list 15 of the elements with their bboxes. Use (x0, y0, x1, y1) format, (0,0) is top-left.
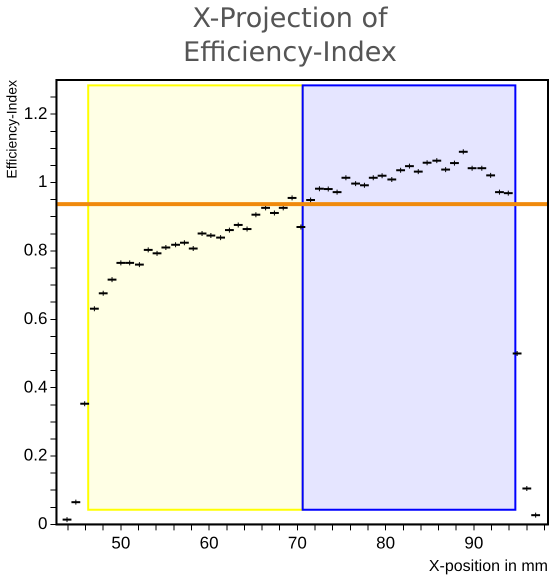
y-tick-label: 0.4 (24, 377, 48, 396)
y-tick-label: 0.2 (24, 446, 48, 465)
x-axis-title: X-position in mm (428, 558, 548, 575)
x-tick-label: 60 (200, 533, 219, 552)
x-tick-label: 70 (288, 533, 307, 552)
x-tick-label: 50 (111, 533, 130, 552)
x-tick-label: 90 (464, 533, 484, 552)
y-axis-title: Efficiency-Index (3, 80, 20, 179)
y-tick-label: 1 (38, 172, 48, 192)
y-tick-label: 1.2 (24, 104, 48, 123)
chart-title: X-Projection of Efficiency-Index (182, 2, 398, 70)
y-tick-label: 0 (38, 514, 48, 534)
y-tick-label: 0.6 (24, 308, 48, 328)
y-tick-label: 0.8 (24, 240, 48, 260)
x-tick-label: 80 (376, 533, 396, 552)
